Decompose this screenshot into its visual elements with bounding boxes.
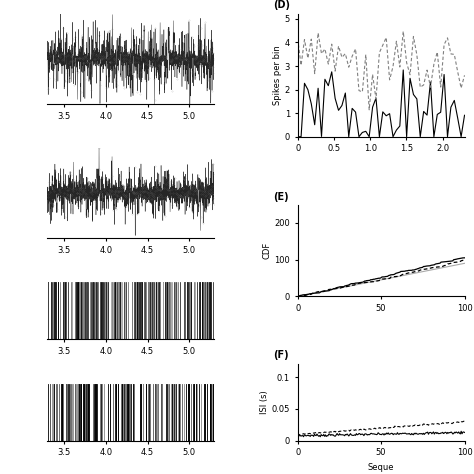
Text: (E): (E) [273,192,288,202]
X-axis label: Seque: Seque [368,463,394,472]
Y-axis label: CDF: CDF [263,242,272,259]
Y-axis label: Spikes per bin: Spikes per bin [273,46,282,105]
Y-axis label: ISI (s): ISI (s) [260,391,269,414]
Text: (F): (F) [273,350,288,360]
Text: (D): (D) [273,0,290,10]
